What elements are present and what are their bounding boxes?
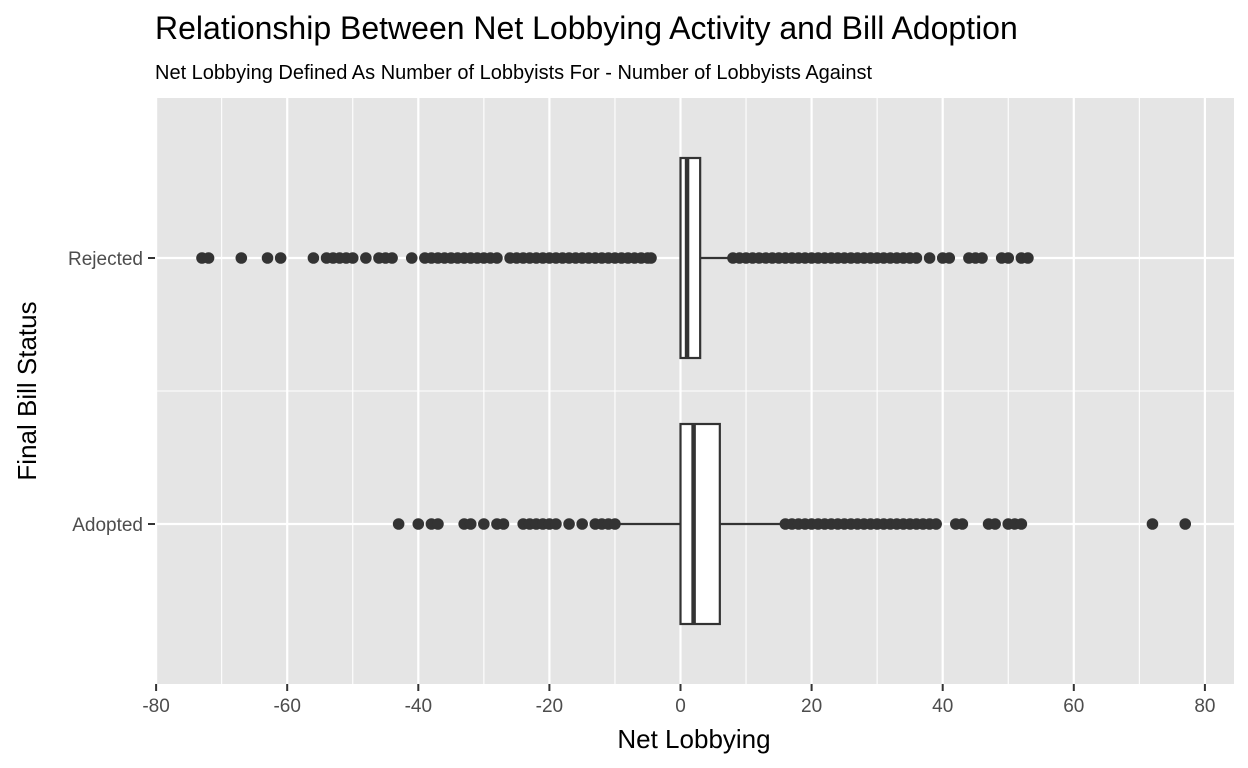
x-tick-label: -40 — [405, 696, 432, 717]
outlier-point-adopted — [392, 518, 405, 530]
outlier-point-rejected — [976, 252, 988, 264]
outlier-point-rejected — [346, 252, 359, 264]
outlier-point-rejected — [1022, 252, 1034, 264]
outlier-point-rejected — [405, 252, 418, 264]
outlier-point-adopted — [550, 518, 562, 530]
x-axis: -80 -60 -40 -20 0 20 40 60 80 — [142, 684, 1215, 717]
outlier-point-adopted — [576, 518, 588, 530]
x-tick-label: -80 — [142, 696, 169, 717]
chart-subtitle: Net Lobbying Defined As Number of Lobbyi… — [155, 62, 872, 84]
outlier-point-adopted — [930, 518, 942, 530]
outlier-point-rejected — [307, 252, 320, 264]
outlier-point-rejected — [261, 252, 274, 264]
outlier-point-rejected — [235, 252, 248, 264]
outlier-point-adopted — [432, 518, 444, 530]
y-tick-label: Rejected — [68, 249, 143, 270]
outlier-point-adopted — [609, 518, 621, 530]
outlier-point-adopted — [563, 518, 575, 530]
outlier-point-rejected — [923, 252, 936, 264]
outlier-point-adopted — [478, 518, 490, 530]
x-tick-label: 80 — [1194, 696, 1215, 717]
y-axis: Rejected Adopted — [68, 249, 155, 536]
outlier-point-rejected — [491, 252, 503, 264]
y-axis-title: Final Bill Status — [12, 301, 42, 480]
outlier-point-adopted — [1146, 518, 1159, 530]
x-tick-label: -20 — [536, 696, 563, 717]
outlier-point-adopted — [464, 518, 477, 530]
outlier-point-adopted — [412, 518, 425, 530]
outlier-point-rejected — [360, 252, 372, 264]
outliers-layer — [196, 252, 1192, 530]
box-rejected — [679, 156, 702, 360]
x-tick-label: 20 — [801, 696, 822, 717]
outlier-point-rejected — [910, 252, 923, 264]
outlier-point-rejected — [645, 252, 657, 264]
outlier-point-adopted — [1015, 518, 1028, 530]
boxes-layer — [618, 156, 783, 626]
outlier-point-rejected — [1002, 252, 1015, 264]
y-tick-label: Adopted — [72, 515, 143, 536]
outlier-point-adopted — [956, 518, 969, 530]
x-tick-label: 60 — [1063, 696, 1084, 717]
outlier-point-rejected — [274, 252, 287, 264]
x-tick-label: -60 — [273, 696, 300, 717]
outlier-point-rejected — [202, 252, 215, 264]
outlier-point-rejected — [386, 252, 398, 264]
x-tick-label: 0 — [675, 696, 686, 717]
box-adopted — [679, 422, 721, 626]
outlier-point-adopted — [1179, 518, 1192, 530]
x-tick-label: 40 — [932, 696, 953, 717]
grid-minor-lines — [155, 98, 1234, 684]
chart-title: Relationship Between Net Lobbying Activi… — [155, 10, 1018, 46]
outlier-point-rejected — [943, 252, 956, 264]
outlier-point-adopted — [497, 518, 510, 530]
x-axis-title: Net Lobbying — [617, 724, 770, 754]
outlier-point-adopted — [989, 518, 1001, 530]
